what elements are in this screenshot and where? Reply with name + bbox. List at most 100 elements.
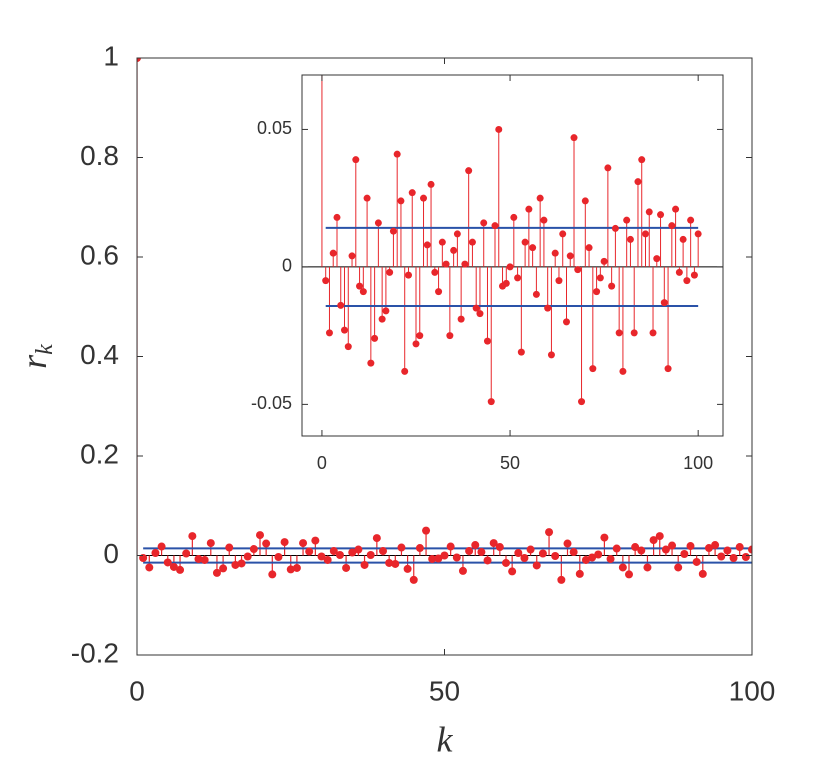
stem-marker [151,549,160,558]
stem-marker [532,290,540,298]
x-tick-label: 0 [129,675,145,706]
stem-marker [163,558,172,567]
stem-marker [431,268,439,276]
stem-marker [471,541,480,550]
stem-marker [212,568,221,577]
stem-marker [379,547,387,556]
stem-marker [540,216,548,224]
stem-marker [335,551,344,560]
stem-marker [704,544,713,553]
stem-marker [237,559,246,568]
stem-marker [690,271,698,279]
stem-marker [559,230,567,238]
stem-marker [453,230,461,238]
stem-marker [593,288,601,296]
stem-marker [393,150,401,158]
stem-marker [604,164,612,172]
stem-marker [256,531,264,540]
stem-marker [660,299,668,307]
y-axis-label-main: r [14,354,54,369]
y-tick-label: 0.6 [80,239,119,270]
y-tick-label: -0.05 [251,393,292,413]
stem-marker [476,310,484,318]
stem-marker [630,329,638,337]
stem-marker [465,167,473,175]
stem-marker [619,367,627,375]
stem-marker [615,329,623,337]
stem-marker [581,555,590,564]
stem-marker [623,216,631,224]
stem-marker [323,555,332,564]
stem-marker [231,560,240,569]
stem-marker [344,343,352,351]
stem-marker [502,279,510,287]
stem-marker [329,249,337,257]
stem-marker [536,194,544,202]
stem-marker [514,549,523,558]
stem-marker [374,219,382,227]
stem-marker [435,288,443,296]
stem-marker [748,545,752,554]
x-tick-label: 50 [429,675,460,706]
stem-marker [483,556,492,565]
stem-marker [680,550,689,559]
stem-marker [661,545,670,554]
stem-marker [194,554,203,563]
stem-marker [649,536,658,545]
stem-marker [717,552,726,561]
stem-marker [367,359,375,367]
stem-marker [723,546,732,555]
stem-marker [337,301,345,309]
plot [302,75,723,406]
stem-marker [631,543,640,552]
stem-marker [137,58,141,62]
stem-marker [458,566,467,575]
stem-marker [169,562,178,571]
stem-marker [514,274,522,282]
stem-marker [333,213,341,221]
stem-marker [450,246,458,254]
stem-marker [495,543,504,552]
stem-marker [305,547,314,556]
stem-marker [371,334,379,342]
stem-marker [608,282,616,290]
stem-marker [487,398,495,406]
stem-marker [687,216,695,224]
stem-marker [465,547,474,556]
stem-marker [386,268,394,276]
stem-marker [157,542,166,551]
y-tick-label: 0.05 [257,118,292,138]
stem-marker [574,266,582,274]
stem-marker [292,563,301,572]
stem-marker [653,255,661,263]
stem-marker [585,244,593,252]
stem-marker [557,575,566,584]
stem-marker [322,277,330,285]
stem-marker [657,211,665,219]
stem-marker [356,282,364,290]
stem-marker [480,219,488,227]
stem-marker [612,544,621,553]
stem-marker [538,549,547,558]
stem-marker [434,554,443,563]
stem-marker [529,244,537,252]
stem-marker [686,542,695,551]
y-tick-label: 0 [282,256,292,276]
stem-marker [483,337,491,345]
stem-marker [581,197,589,205]
y-tick-label: 0.4 [80,339,119,370]
stem-marker [477,548,486,557]
stem-marker [575,569,584,578]
stem-marker [397,197,405,205]
stem-marker [415,544,424,553]
stem-marker [600,533,609,542]
stem-marker [555,277,563,285]
stem-marker [655,532,664,541]
stem-marker [600,257,608,265]
stem-marker [182,549,191,558]
stem-marker [360,560,369,569]
y-tick-label: -0.2 [71,637,119,668]
stem-marker [243,552,252,561]
stem-marker [382,307,390,315]
stem-marker [472,304,480,312]
